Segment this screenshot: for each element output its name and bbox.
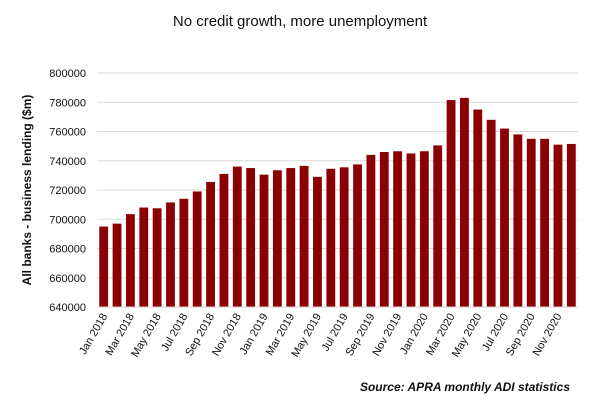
bar — [526, 138, 536, 307]
y-tick-label: 660000 — [49, 273, 86, 285]
bar — [313, 176, 322, 307]
source-note: Source: APRA monthly ADI statistics — [360, 380, 570, 394]
bar — [206, 181, 215, 307]
bar — [513, 134, 523, 307]
bar — [379, 151, 389, 307]
bar — [353, 164, 362, 307]
bar — [219, 173, 229, 307]
bar — [540, 138, 550, 307]
bar — [460, 97, 469, 307]
bar — [99, 226, 109, 307]
bar — [152, 208, 162, 307]
bar — [473, 109, 483, 307]
y-tick-label: 740000 — [49, 156, 86, 168]
y-tick-label: 760000 — [49, 127, 86, 139]
bar — [393, 151, 403, 307]
bar — [566, 143, 576, 307]
bar — [553, 144, 563, 307]
bar — [272, 170, 282, 307]
bar — [419, 151, 429, 307]
bar — [259, 174, 269, 307]
y-axis-label: All banks - business lending ($m) — [20, 95, 34, 286]
bar — [246, 168, 256, 307]
bar — [286, 168, 296, 307]
y-tick-label: 640000 — [49, 302, 86, 314]
bar — [179, 198, 189, 307]
bar — [139, 207, 149, 307]
bar — [433, 145, 443, 307]
bar — [192, 191, 202, 307]
gridlines — [97, 72, 578, 279]
bar — [500, 128, 509, 307]
bar — [446, 100, 456, 308]
y-axis-ticks: 640000 660000 680000 700000 720000 740000 7600… — [49, 68, 86, 314]
bar — [299, 165, 309, 307]
bars — [99, 97, 576, 308]
bar — [406, 153, 416, 307]
y-tick-label: 800000 — [49, 68, 86, 80]
y-tick-label: 720000 — [49, 185, 86, 197]
bar — [166, 202, 175, 307]
y-tick-label: 680000 — [49, 244, 86, 256]
y-tick-label: 780000 — [49, 97, 86, 109]
chart-title: No credit growth, more unemployment — [173, 13, 428, 30]
bar — [232, 166, 242, 307]
bar — [366, 154, 376, 307]
bar — [112, 223, 122, 307]
bar — [339, 167, 349, 307]
bar — [486, 119, 496, 307]
bar — [125, 214, 135, 307]
bar — [326, 168, 336, 307]
y-tick-label: 700000 — [49, 214, 86, 226]
